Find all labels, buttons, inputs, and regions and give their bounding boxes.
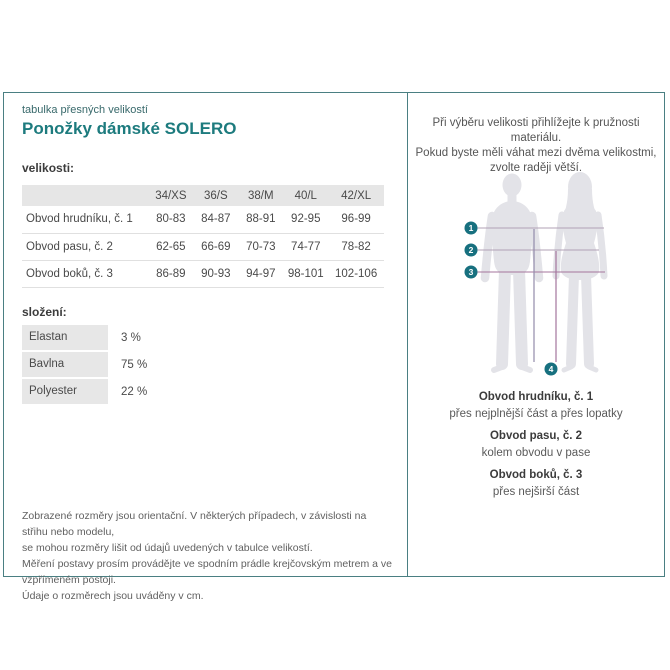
legend-item-description: přes nejplnější část a přes lopatky [449, 408, 623, 420]
card-eyebrow: tabulka přesných velikostí [22, 104, 148, 116]
sizing-advice-line: Pokud byste měli váhat mezi dvěma veliko… [415, 147, 657, 159]
composition-table: Elastan 3 % Bavlna 75 % Polyester 22 % [22, 325, 242, 406]
size-chart-left-column: tabulka přesných velikostí Ponožky dámsk… [4, 93, 407, 602]
material-percentage: 22 % [121, 385, 148, 398]
marker-4-badge [544, 362, 558, 376]
size-value-cell: 70-73 [246, 240, 276, 253]
legend-item-description: přes nejširší část [492, 486, 580, 498]
size-value-cell: 102-106 [335, 267, 378, 280]
size-value-cell: 98-101 [287, 267, 324, 280]
product-title: Ponožky dámské SOLERO [22, 119, 237, 138]
legend-item-description: kolem obvodu v pase [481, 447, 591, 459]
disclaimer-line: Měření postavy prosím provádějte ve spod… [22, 558, 392, 586]
measurement-lines [477, 227, 605, 362]
marker-3-number: 3 [469, 267, 474, 277]
legend-item: Obvod boků, č. 3 přes nejširší část [408, 467, 664, 501]
measurement-row-label: Obvod pasu, č. 2 [26, 240, 113, 253]
table-row: Obvod hrudníku, č. 1 80-83 84-87 88-91 9… [22, 206, 384, 233]
size-chart-right-column: Při výběru velikosti přihlížejte k pružn… [407, 93, 664, 576]
legend-item-title: Obvod hrudníku, č. 1 [478, 391, 594, 403]
legend-item-title: Obvod pasu, č. 2 [489, 430, 583, 442]
size-value-cell: 86-89 [156, 267, 186, 280]
size-value-cell: 78-82 [341, 240, 371, 253]
size-value-cell: 96-99 [341, 213, 371, 226]
sizes-header-row: 34/XS 36/S 38/M 40/L 42/XL [22, 185, 384, 206]
marker-2-badge [464, 243, 478, 257]
sizing-advice-line: zvolte raději větší. [489, 162, 583, 174]
disclaimer-line: Zobrazené rozměry jsou orientační. V něk… [22, 510, 367, 538]
size-value-cell: 92-95 [291, 213, 321, 226]
marker-2-number: 2 [469, 245, 474, 255]
disclaimer-text: Zobrazené rozměry jsou orientační. V něk… [22, 508, 393, 604]
marker-3-badge [464, 265, 478, 279]
material-name: Elastan [22, 325, 108, 350]
sizes-table: 34/XS 36/S 38/M 40/L 42/XL Obvod hrudník… [22, 185, 384, 288]
size-value-cell: 90-93 [201, 267, 231, 280]
material-percentage: 3 % [121, 331, 141, 344]
female-silhouette-figure [552, 172, 608, 373]
size-value-cell: 66-69 [201, 240, 231, 253]
disclaimer-line: se mohou rozměry lišit od údajů uvedenýc… [22, 542, 313, 554]
size-chart-card: tabulka přesných velikostí Ponožky dámsk… [3, 92, 665, 602]
size-column-header: 34/XS [155, 189, 187, 202]
size-value-cell: 74-77 [291, 240, 321, 253]
list-item: Polyester 22 % [22, 379, 242, 404]
measurement-row-label: Obvod hrudníku, č. 1 [26, 213, 133, 226]
list-item: Bavlna 75 % [22, 352, 242, 377]
size-column-header: 40/L [294, 189, 317, 202]
marker-4-number: 4 [549, 364, 554, 374]
composition-section-label: složení: [22, 305, 67, 319]
size-value-cell: 80-83 [156, 213, 186, 226]
legend-item-title: Obvod boků, č. 3 [489, 469, 583, 481]
size-value-cell: 88-91 [246, 213, 276, 226]
measurement-row-label: Obvod boků, č. 3 [26, 267, 113, 280]
sizing-advice-line: Při výběru velikosti přihlížejte k pružn… [432, 117, 640, 144]
legend-item: Obvod hrudníku, č. 1 přes nejplnější čás… [408, 389, 664, 423]
marker-1-number: 1 [469, 223, 474, 233]
material-name: Bavlna [22, 352, 108, 377]
size-value-cell: 84-87 [201, 213, 231, 226]
sizes-section-label: velikosti: [22, 161, 75, 175]
sizes-header-empty [22, 185, 148, 206]
material-name: Polyester [22, 379, 108, 404]
material-percentage: 75 % [121, 358, 148, 371]
size-value-cell: 94-97 [246, 267, 276, 280]
measurement-marker-badges: 1 2 3 4 [464, 221, 558, 376]
list-item: Elastan 3 % [22, 325, 242, 350]
disclaimer-line: Údaje o rozměrech jsou uváděny v cm. [22, 590, 204, 602]
measurement-legend: Obvod hrudníku, č. 1 přes nejplnější čás… [408, 389, 664, 506]
size-column-header: 36/S [203, 189, 228, 202]
size-value-cell: 62-65 [156, 240, 186, 253]
legend-item: Obvod pasu, č. 2 kolem obvodu v pase [408, 428, 664, 462]
body-measurement-diagram: 1 2 3 4 [464, 172, 608, 376]
size-column-header: 42/XL [341, 189, 372, 202]
marker-1-badge [464, 221, 478, 235]
sizing-advice-text: Při výběru velikosti přihlížejte k pružn… [408, 116, 664, 176]
size-column-header: 38/M [248, 189, 274, 202]
table-row: Obvod pasu, č. 2 62-65 66-69 70-73 74-77… [22, 233, 384, 260]
table-row: Obvod boků, č. 3 86-89 90-93 94-97 98-10… [22, 260, 384, 287]
